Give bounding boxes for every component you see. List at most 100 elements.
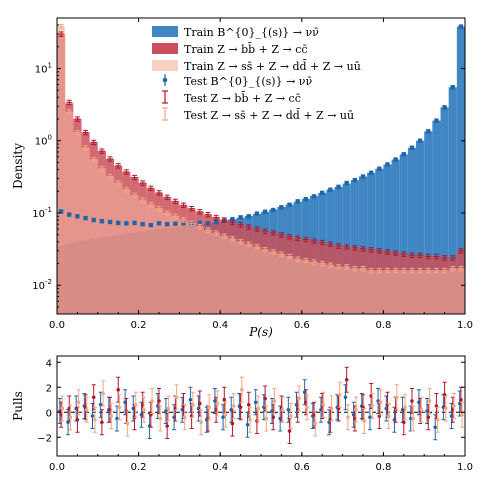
point-test-signal-4 (91, 217, 96, 223)
point-test-ss-17 (196, 223, 203, 230)
bar-train-ss-31 (309, 261, 319, 314)
bar-train-ss-7 (114, 183, 123, 314)
bar-train-ss-30 (301, 260, 310, 314)
point-test-signal-25 (262, 209, 268, 214)
point-test-signal-47 (442, 105, 447, 110)
point-test-signal-10 (140, 221, 145, 227)
legend-label-test-bb: Test Z → bb̄ + Z → cc̄ (184, 92, 301, 105)
point-test-bb-2 (74, 116, 81, 122)
point-test-signal-13 (164, 221, 170, 227)
point-test-bb-41 (392, 250, 399, 256)
bar-train-ss-23 (244, 244, 253, 314)
point-test-signal-3 (83, 215, 88, 221)
point-test-bb-22 (237, 222, 244, 228)
bar-train-ss-39 (375, 270, 384, 314)
point-test-signal-31 (311, 194, 317, 199)
pull-point-signal-4 (90, 403, 95, 429)
pull-point-ss-9 (133, 391, 138, 418)
point-test-ss-41 (392, 267, 399, 274)
pulls-y-tick-label-2: 2 (46, 383, 52, 394)
pull-point-ss-48 (451, 393, 456, 419)
bar-train-signal-49 (456, 26, 465, 314)
bar-train-ss-11 (146, 204, 155, 314)
point-test-bb-16 (188, 205, 195, 212)
point-test-signal-40 (385, 162, 390, 167)
legend-entry-test-ss: Test Z → ss̄ + Z → dd̄ + Z → uū (162, 107, 354, 122)
bar-train-ss-2 (73, 132, 82, 314)
point-test-bb-8 (123, 169, 130, 175)
point-test-ss-19 (213, 230, 220, 236)
point-test-signal-34 (336, 184, 341, 190)
point-test-ss-9 (131, 192, 138, 199)
point-test-bb-23 (245, 224, 252, 230)
point-test-ss-13 (164, 210, 171, 216)
bar-train-ss-18 (203, 230, 213, 314)
point-test-ss-28 (286, 253, 293, 260)
bar-train-ss-3 (81, 147, 90, 314)
point-test-ss-32 (319, 260, 326, 267)
point-test-ss-35 (343, 264, 350, 270)
point-test-ss-38 (368, 267, 375, 274)
bar-train-ss-16 (187, 223, 196, 314)
pull-point-ss-34 (337, 381, 342, 408)
point-test-signal-5 (99, 219, 105, 224)
point-test-ss-49 (457, 265, 464, 272)
point-test-signal-27 (279, 205, 284, 210)
pull-point-ss-40 (386, 403, 391, 429)
pull-point-ss-44 (419, 396, 424, 423)
pull-point-ss-14 (174, 384, 179, 411)
point-test-signal-8 (124, 221, 129, 226)
pull-point-ss-30 (305, 394, 310, 421)
pull-point-signal-28 (286, 396, 291, 423)
pull-point-bb-35 (344, 366, 349, 393)
bar-train-signal-45 (424, 131, 433, 314)
bar-train-signal-38 (367, 172, 376, 314)
point-test-ss-45 (425, 267, 432, 274)
point-test-signal-2 (75, 214, 80, 219)
point-test-bb-35 (343, 244, 350, 250)
bar-train-ss-17 (195, 226, 204, 314)
point-test-bb-28 (286, 234, 293, 240)
point-test-bb-14 (172, 198, 179, 205)
bar-train-ss-19 (212, 232, 221, 314)
pull-point-ss-49 (460, 401, 465, 428)
pull-point-ss-47 (443, 395, 448, 422)
pulls-x-tick-label-3: 0.6 (294, 462, 310, 473)
point-test-signal-43 (409, 145, 415, 150)
point-test-signal-14 (173, 221, 178, 226)
point-test-bb-46 (433, 253, 440, 260)
pull-point-ss-39 (378, 389, 383, 416)
legend-marker-test-signal (162, 77, 168, 83)
main-y-tick-label-0: 10-2 (32, 278, 52, 292)
point-test-bb-25 (262, 228, 269, 234)
point-test-ss-27 (278, 251, 285, 257)
pull-point-ss-27 (280, 396, 285, 423)
point-test-ss-46 (433, 267, 440, 274)
point-test-signal-36 (352, 177, 358, 183)
pull-point-ss-21 (231, 393, 236, 419)
point-test-ss-33 (327, 262, 334, 268)
point-test-bb-38 (368, 247, 375, 253)
point-test-bb-15 (180, 202, 187, 209)
pull-point-bb-43 (409, 388, 414, 414)
pull-point-ss-31 (313, 410, 318, 437)
main-x-tick-label-2: 0.4 (212, 320, 228, 331)
pull-point-ss-25 (264, 405, 269, 432)
pull-point-bb-22 (238, 394, 243, 421)
point-test-bb-17 (196, 209, 203, 215)
point-test-ss-0 (58, 23, 65, 30)
point-test-bb-3 (82, 129, 89, 136)
pull-point-ss-1 (68, 404, 73, 431)
point-test-ss-34 (335, 264, 342, 270)
pulls-y-ticks: −2 0 2 4 (37, 358, 465, 444)
point-test-signal-9 (132, 220, 137, 226)
legend-label-train-ss: Train Z → ss̄ + Z → dd̄ + Z → uū (184, 60, 361, 73)
main-y-tick-label-1: 10-1 (32, 206, 52, 220)
pulls-x-tick-label-0: 0.0 (49, 462, 65, 473)
bar-train-ss-21 (228, 238, 237, 314)
point-test-signal-18 (205, 221, 211, 226)
bar-train-ss-47 (440, 270, 449, 314)
bar-train-ss-34 (334, 266, 343, 314)
point-test-ss-31 (311, 259, 318, 265)
